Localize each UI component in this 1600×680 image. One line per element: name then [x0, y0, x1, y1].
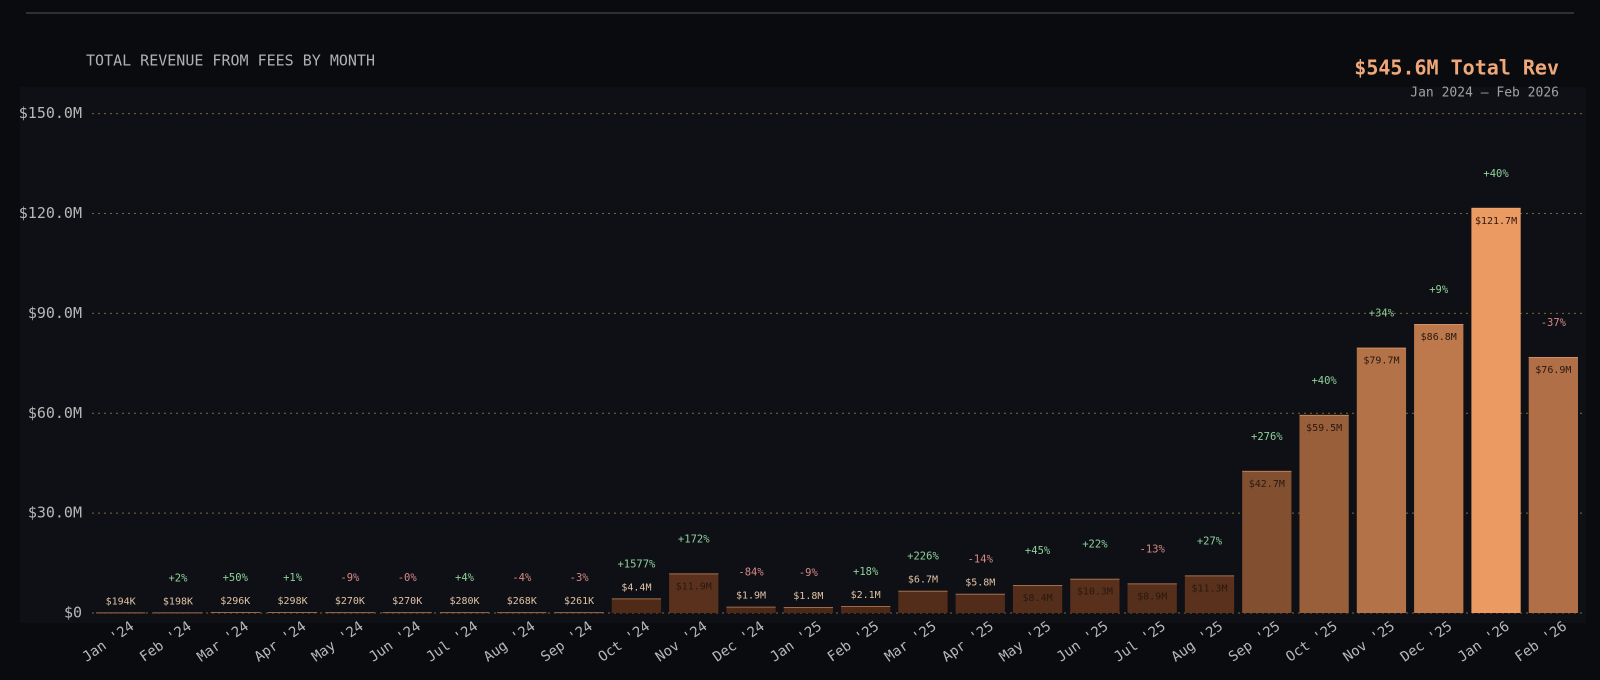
bar: [1242, 470, 1292, 613]
plot-panel: [20, 87, 1586, 623]
value-label: $86.8M: [1421, 332, 1457, 343]
change-label: +50%: [223, 572, 249, 584]
value-label: $121.7M: [1475, 216, 1517, 227]
value-label: $59.5M: [1306, 423, 1342, 434]
headline: $545.6M Total Rev: [1354, 56, 1559, 80]
bar: [898, 590, 948, 613]
y-tick-label: $120.0M: [19, 204, 82, 222]
bar: [783, 607, 833, 613]
value-label: $8.9M: [1137, 591, 1167, 602]
value-label: $2.1M: [851, 590, 881, 601]
value-label: $11.9M: [676, 581, 712, 592]
change-label: +40%: [1311, 375, 1337, 387]
value-label: $10.3M: [1077, 587, 1113, 598]
change-label: +9%: [1429, 284, 1449, 296]
value-label: $296K: [220, 596, 250, 607]
bar: [726, 606, 776, 613]
bar: [1299, 414, 1349, 613]
bar: [1528, 356, 1578, 613]
value-label: $268K: [507, 596, 537, 607]
y-tick-label: $30.0M: [28, 504, 82, 522]
y-tick-label: $90.0M: [28, 304, 82, 322]
change-label: +2%: [168, 572, 188, 584]
value-label: $42.7M: [1249, 479, 1285, 490]
change-label: -9%: [799, 567, 819, 579]
change-label: +226%: [907, 551, 939, 563]
change-label: -4%: [512, 572, 532, 584]
change-label: +1%: [283, 572, 303, 584]
value-label: $261K: [564, 596, 594, 607]
change-label: +40%: [1483, 168, 1509, 180]
bar: [1356, 347, 1407, 613]
bar: [841, 606, 891, 613]
value-label: $280K: [449, 596, 479, 607]
change-label: +27%: [1197, 535, 1223, 547]
value-label: $4.4M: [621, 582, 651, 593]
change-label: -13%: [1140, 543, 1166, 555]
value-label: $76.9M: [1535, 365, 1571, 376]
change-label: +45%: [1025, 545, 1051, 557]
bar: [1012, 585, 1063, 613]
value-label: $1.8M: [793, 591, 823, 602]
bar: [611, 598, 662, 613]
bar: [955, 593, 1005, 613]
bar: [1070, 578, 1120, 613]
value-label: $8.4M: [1023, 593, 1053, 604]
subtitle: Jan 2024 – Feb 2026: [1410, 86, 1559, 101]
bar: [1184, 575, 1235, 613]
value-label: $270K: [335, 596, 365, 607]
value-label: $298K: [278, 596, 308, 607]
value-label: $11.3M: [1191, 583, 1227, 594]
change-label: -37%: [1541, 317, 1567, 329]
chart-title: TOTAL REVENUE FROM FEES BY MONTH: [86, 52, 375, 70]
bar: [1471, 207, 1521, 613]
value-label: $194K: [106, 596, 136, 607]
change-label: -14%: [968, 554, 994, 566]
y-tick-label: $0: [64, 604, 82, 622]
bar: [669, 573, 719, 613]
y-tick-label: $150.0M: [19, 104, 82, 122]
change-label: -0%: [398, 572, 418, 584]
value-label: $5.8M: [965, 578, 995, 589]
change-label: +1577%: [617, 558, 656, 570]
value-label: $1.9M: [736, 591, 766, 602]
value-label: $198K: [163, 596, 193, 607]
y-tick-label: $60.0M: [28, 404, 82, 422]
value-label: $79.7M: [1363, 356, 1399, 367]
change-label: +22%: [1082, 539, 1108, 551]
change-label: -9%: [340, 572, 360, 584]
change-label: +276%: [1251, 431, 1283, 443]
value-label: $6.7M: [908, 575, 938, 586]
value-label: $270K: [392, 596, 422, 607]
bar: [1127, 583, 1177, 613]
change-label: +34%: [1369, 308, 1395, 320]
change-label: -84%: [738, 567, 764, 579]
change-label: -3%: [570, 572, 590, 584]
change-label: +4%: [455, 572, 475, 584]
change-label: +172%: [678, 533, 710, 545]
change-label: +18%: [853, 566, 879, 578]
bar: [1414, 324, 1464, 613]
